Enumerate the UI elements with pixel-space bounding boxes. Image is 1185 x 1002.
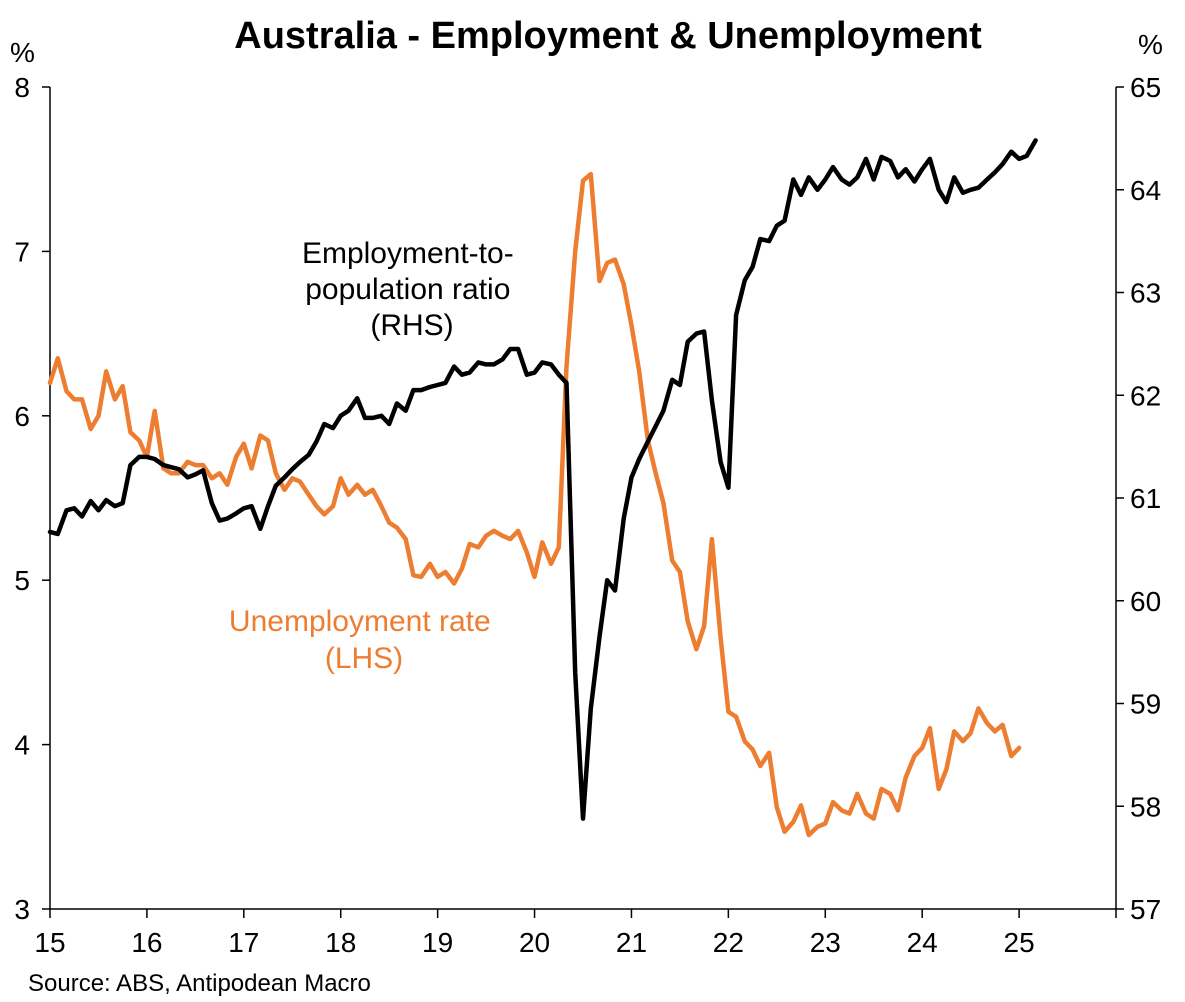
left-tick-label: 6 — [14, 401, 30, 432]
unemployment-rate-label-line-2: (LHS) — [325, 642, 403, 675]
left-axis-ticks: 3 4 5 6 7 8 — [14, 72, 50, 925]
x-tick-label: 16 — [131, 927, 162, 958]
left-axis-unit: % — [10, 37, 35, 68]
x-tick-label: 20 — [519, 927, 550, 958]
x-tick-label: 19 — [422, 927, 453, 958]
right-tick-label: 60 — [1130, 586, 1161, 617]
right-tick-label: 63 — [1130, 278, 1161, 309]
left-tick-label: 7 — [14, 236, 30, 267]
left-tick-label: 8 — [14, 72, 30, 103]
left-tick-label: 3 — [14, 894, 30, 925]
employment-ratio-line — [47, 138, 1038, 821]
right-tick-label: 58 — [1130, 791, 1161, 822]
right-axis-ticks: 57 58 59 60 61 62 63 64 65 — [1116, 72, 1161, 925]
right-tick-label: 57 — [1130, 894, 1161, 925]
x-tick-label: 21 — [616, 927, 647, 958]
x-tick-label: 24 — [907, 927, 938, 958]
x-tick-label: 22 — [713, 927, 744, 958]
employment-ratio-label-line-3: (RHS) — [370, 309, 453, 342]
right-tick-label: 62 — [1130, 380, 1161, 411]
left-tick-label: 4 — [14, 730, 30, 761]
right-tick-label: 61 — [1130, 483, 1161, 514]
unemployment-rate-label: Unemployment rate (LHS) — [229, 605, 499, 675]
unemployment-rate-line — [47, 171, 1022, 838]
employment-ratio-label: Employment-to- population ratio (RHS) — [302, 237, 522, 342]
x-tick-label: 25 — [1004, 927, 1035, 958]
source-note: Source: ABS, Antipodean Macro — [28, 970, 371, 997]
right-tick-label: 65 — [1130, 72, 1161, 103]
unemployment-rate-label-line-1: Unemployment rate — [229, 605, 491, 638]
x-tick-label: 17 — [228, 927, 259, 958]
employment-ratio-label-line-1: Employment-to- — [302, 237, 514, 270]
x-tick-label: 15 — [34, 927, 65, 958]
x-tick-label: 23 — [810, 927, 841, 958]
right-tick-label: 64 — [1130, 175, 1161, 206]
right-axis-unit: % — [1138, 29, 1163, 60]
chart-title: Australia - Employment & Unemployment — [234, 15, 982, 57]
left-tick-label: 5 — [14, 565, 30, 596]
employment-ratio-label-line-2: population ratio — [305, 273, 510, 306]
right-tick-label: 59 — [1130, 689, 1161, 720]
series-lines — [47, 138, 1038, 838]
x-tick-label: 18 — [325, 927, 356, 958]
x-axis-ticks: 15 16 17 18 19 20 21 22 23 24 25 — [34, 909, 1117, 958]
